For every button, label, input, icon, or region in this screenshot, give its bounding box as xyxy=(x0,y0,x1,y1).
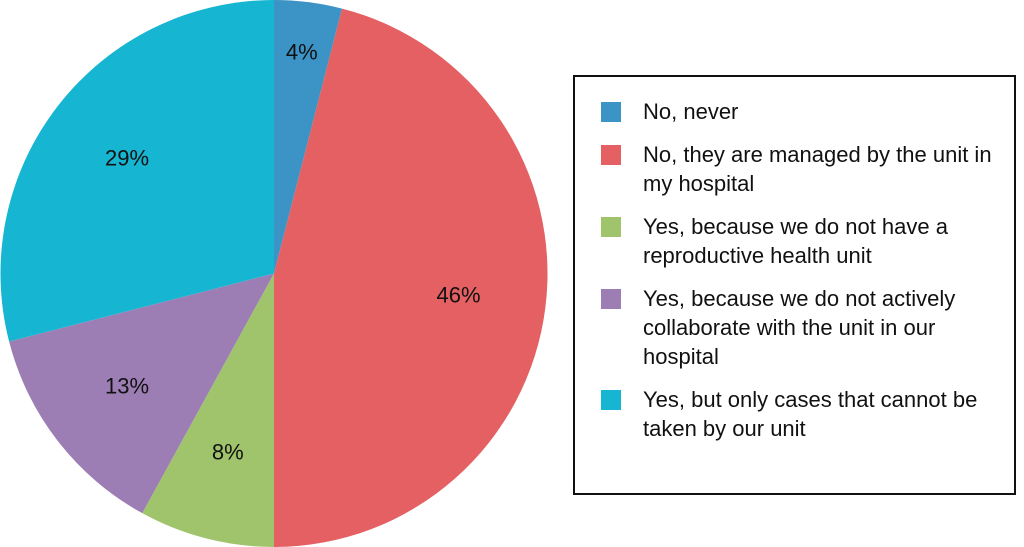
legend-label: Yes, because we do not have a reproducti… xyxy=(643,214,948,268)
legend-label: No, they are managed by the unit in my h… xyxy=(643,142,992,196)
legend-entry: No, never xyxy=(601,97,1014,126)
legend-entry: Yes, because we do not have a reproducti… xyxy=(601,212,1014,270)
legend-label: No, never xyxy=(643,99,739,124)
legend-swatch xyxy=(601,102,621,122)
data-label: 13% xyxy=(105,373,149,398)
pie-slice xyxy=(274,8,548,547)
legend-label: Yes, but only cases that cannot be taken… xyxy=(643,387,978,441)
legend: No, never No, they are managed by the uni… xyxy=(573,75,1016,495)
pie-slice xyxy=(0,0,275,342)
data-label: 29% xyxy=(105,145,149,170)
pie-slice xyxy=(142,273,274,547)
data-label: 8% xyxy=(212,439,244,464)
pie-chart: 4% 46% 8% 13% 29% xyxy=(0,0,548,547)
legend-swatch xyxy=(601,390,621,410)
legend-swatch xyxy=(601,289,621,309)
legend-entry: No, they are managed by the unit in my h… xyxy=(601,140,1014,198)
legend-entry: Yes, but only cases that cannot be taken… xyxy=(601,385,1014,443)
legend-swatch xyxy=(601,217,621,237)
legend-label: Yes, because we do not actively collabor… xyxy=(643,286,956,369)
data-label: 46% xyxy=(436,283,480,308)
legend-swatch xyxy=(601,145,621,165)
data-label: 4% xyxy=(286,40,318,65)
legend-entry: Yes, because we do not actively collabor… xyxy=(601,284,1014,371)
pie-slice xyxy=(9,273,275,514)
pie-slice xyxy=(274,0,343,274)
